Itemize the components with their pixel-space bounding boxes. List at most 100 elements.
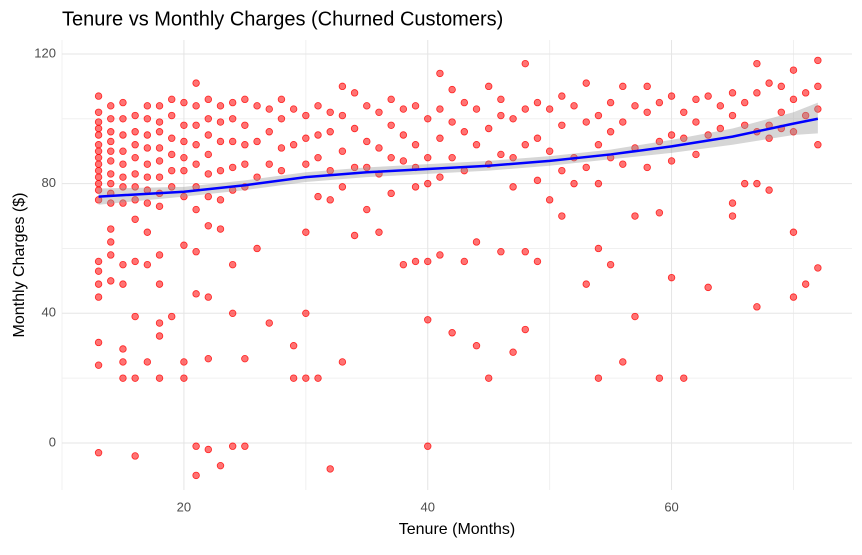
point bbox=[289, 105, 298, 113]
point bbox=[168, 183, 176, 191]
point bbox=[484, 82, 493, 91]
point bbox=[131, 312, 139, 321]
point bbox=[789, 66, 798, 74]
point bbox=[143, 102, 152, 110]
point bbox=[570, 102, 578, 110]
point bbox=[94, 173, 103, 181]
point bbox=[655, 137, 664, 146]
point bbox=[94, 267, 103, 275]
point bbox=[533, 176, 542, 185]
point bbox=[143, 131, 152, 139]
point bbox=[241, 95, 249, 104]
point bbox=[472, 141, 481, 149]
point bbox=[448, 118, 456, 126]
point bbox=[497, 95, 505, 104]
point bbox=[801, 89, 810, 97]
point bbox=[338, 111, 347, 120]
point bbox=[216, 461, 225, 470]
point bbox=[801, 111, 810, 120]
point bbox=[277, 166, 286, 175]
point bbox=[216, 102, 225, 110]
point bbox=[94, 124, 103, 133]
point bbox=[180, 358, 188, 366]
point bbox=[667, 131, 676, 139]
point bbox=[216, 196, 225, 204]
point bbox=[753, 59, 761, 68]
point bbox=[107, 225, 115, 233]
point bbox=[338, 147, 347, 155]
point bbox=[119, 147, 127, 155]
point bbox=[594, 244, 603, 253]
point bbox=[94, 280, 103, 288]
point bbox=[472, 105, 481, 113]
point bbox=[228, 98, 237, 107]
point bbox=[143, 173, 152, 181]
point bbox=[326, 108, 334, 116]
point bbox=[497, 111, 505, 120]
point bbox=[741, 179, 749, 188]
point bbox=[472, 238, 481, 246]
point bbox=[619, 358, 627, 366]
y-tick-label: 120 bbox=[34, 45, 56, 60]
point bbox=[143, 115, 152, 123]
point bbox=[107, 137, 115, 146]
point bbox=[277, 115, 286, 123]
point bbox=[509, 115, 517, 123]
point bbox=[253, 102, 261, 110]
point bbox=[350, 124, 359, 133]
point bbox=[119, 173, 127, 181]
point bbox=[289, 342, 298, 350]
point bbox=[424, 153, 432, 162]
point bbox=[789, 95, 798, 104]
point bbox=[204, 170, 212, 178]
point bbox=[704, 92, 712, 100]
point bbox=[131, 128, 139, 136]
point bbox=[363, 205, 371, 214]
point bbox=[119, 160, 127, 168]
point bbox=[131, 183, 139, 191]
point bbox=[692, 118, 700, 126]
point bbox=[302, 134, 310, 142]
point bbox=[509, 183, 517, 191]
point bbox=[582, 79, 590, 87]
point bbox=[241, 354, 249, 363]
point bbox=[216, 137, 225, 146]
point bbox=[387, 153, 395, 162]
point bbox=[131, 170, 139, 178]
point bbox=[424, 257, 432, 266]
point bbox=[107, 115, 115, 123]
point bbox=[143, 144, 152, 152]
point bbox=[94, 92, 103, 100]
point bbox=[131, 111, 139, 120]
point bbox=[265, 128, 273, 136]
point bbox=[168, 166, 176, 175]
point bbox=[411, 257, 420, 266]
point bbox=[289, 141, 298, 149]
point bbox=[265, 160, 273, 168]
point bbox=[155, 128, 164, 136]
point bbox=[155, 319, 164, 327]
point bbox=[107, 199, 115, 207]
point bbox=[424, 442, 432, 450]
point bbox=[107, 170, 115, 178]
point bbox=[94, 257, 103, 266]
point bbox=[228, 163, 237, 172]
point bbox=[387, 121, 395, 129]
point bbox=[216, 225, 225, 233]
y-axis-label: Monthly Charges ($) bbox=[11, 193, 28, 338]
point bbox=[704, 283, 712, 292]
point bbox=[728, 212, 737, 220]
point bbox=[143, 199, 152, 207]
point bbox=[326, 465, 334, 473]
point bbox=[582, 163, 590, 172]
point bbox=[155, 173, 164, 181]
point bbox=[155, 144, 164, 152]
point bbox=[533, 98, 542, 107]
point bbox=[680, 374, 688, 382]
point bbox=[94, 361, 103, 369]
point bbox=[765, 186, 773, 194]
point bbox=[289, 374, 298, 382]
point bbox=[192, 248, 200, 256]
point bbox=[192, 121, 200, 129]
point bbox=[216, 166, 225, 175]
